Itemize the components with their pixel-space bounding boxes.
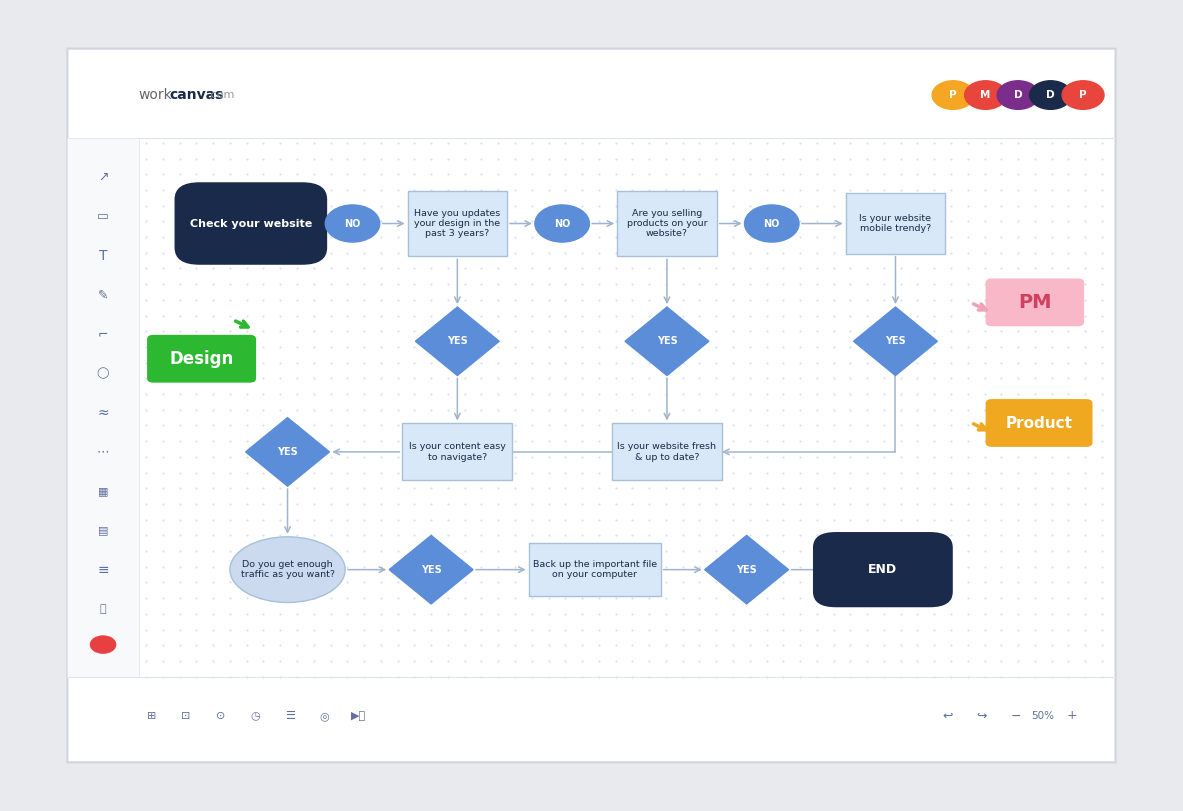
FancyBboxPatch shape — [985, 278, 1084, 326]
Circle shape — [325, 205, 380, 242]
FancyBboxPatch shape — [529, 543, 660, 596]
Text: Check your website: Check your website — [189, 218, 312, 229]
Text: ▤: ▤ — [98, 526, 109, 535]
Text: YES: YES — [736, 564, 757, 575]
Text: ≈: ≈ — [97, 406, 109, 419]
Text: ⋯: ⋯ — [97, 445, 109, 458]
Text: P: P — [1079, 90, 1087, 100]
Circle shape — [1029, 81, 1072, 109]
Text: NO: NO — [763, 218, 780, 229]
Text: YES: YES — [421, 564, 441, 575]
FancyBboxPatch shape — [147, 335, 256, 383]
Text: Do you get enough
traffic as you want?: Do you get enough traffic as you want? — [240, 560, 335, 579]
Text: M: M — [981, 90, 991, 100]
Text: YES: YES — [277, 447, 298, 457]
FancyBboxPatch shape — [402, 423, 512, 480]
Text: YES: YES — [657, 337, 678, 346]
Text: ↪: ↪ — [976, 710, 987, 723]
Text: ◷: ◷ — [250, 711, 260, 721]
Text: NO: NO — [554, 218, 570, 229]
Text: .com: .com — [208, 90, 235, 100]
Text: END: END — [868, 563, 898, 576]
Polygon shape — [853, 307, 937, 375]
Text: Is your website fresh
& up to date?: Is your website fresh & up to date? — [618, 442, 717, 461]
FancyBboxPatch shape — [408, 191, 508, 256]
Polygon shape — [415, 307, 499, 375]
Text: Is your website
mobile trendy?: Is your website mobile trendy? — [860, 214, 931, 234]
Text: 📈: 📈 — [99, 604, 106, 614]
FancyBboxPatch shape — [846, 193, 945, 254]
Text: ▭: ▭ — [97, 210, 109, 223]
Circle shape — [744, 205, 799, 242]
Text: ≡: ≡ — [97, 563, 109, 577]
FancyBboxPatch shape — [813, 532, 952, 607]
Circle shape — [90, 636, 116, 653]
Text: Product: Product — [1006, 416, 1073, 431]
Text: D: D — [1014, 90, 1022, 100]
FancyBboxPatch shape — [175, 182, 328, 264]
Circle shape — [535, 205, 589, 242]
Ellipse shape — [230, 537, 345, 603]
Text: ✎: ✎ — [98, 289, 109, 302]
Text: ◯: ◯ — [97, 367, 109, 380]
FancyBboxPatch shape — [67, 138, 138, 676]
Circle shape — [1062, 81, 1104, 109]
Text: YES: YES — [447, 337, 467, 346]
Text: D: D — [1046, 90, 1055, 100]
Polygon shape — [389, 535, 473, 604]
Text: 50%: 50% — [1030, 711, 1054, 721]
Text: Have you updates
your design in the
past 3 years?: Have you updates your design in the past… — [414, 208, 500, 238]
FancyBboxPatch shape — [618, 191, 717, 256]
Circle shape — [932, 81, 974, 109]
Text: −: − — [1010, 710, 1021, 723]
Text: PM: PM — [1019, 294, 1052, 312]
Text: ☰: ☰ — [285, 711, 295, 721]
Text: work: work — [138, 88, 173, 102]
Text: Design: Design — [169, 350, 234, 368]
Text: ▦: ▦ — [98, 486, 109, 496]
Text: YES: YES — [885, 337, 906, 346]
FancyBboxPatch shape — [612, 423, 722, 480]
Circle shape — [964, 81, 1007, 109]
Circle shape — [997, 81, 1039, 109]
Text: NO: NO — [344, 218, 361, 229]
Text: ⊡: ⊡ — [181, 711, 190, 721]
Text: P: P — [949, 90, 957, 100]
Text: Are you selling
products on your
website?: Are you selling products on your website… — [627, 208, 707, 238]
Text: ▶⃝: ▶⃝ — [351, 711, 367, 721]
Text: +: + — [1066, 710, 1077, 723]
Text: ↗: ↗ — [98, 170, 109, 183]
Text: ⌐: ⌐ — [98, 328, 109, 341]
Text: ⊙: ⊙ — [215, 711, 225, 721]
Text: canvas: canvas — [169, 88, 224, 102]
Text: ↩: ↩ — [943, 710, 953, 723]
Text: Is your content easy
to navigate?: Is your content easy to navigate? — [409, 442, 506, 461]
Polygon shape — [246, 418, 329, 486]
Polygon shape — [705, 535, 789, 604]
FancyBboxPatch shape — [67, 49, 1116, 762]
Polygon shape — [625, 307, 709, 375]
FancyBboxPatch shape — [985, 399, 1093, 447]
Text: ⊞: ⊞ — [147, 711, 156, 721]
Text: Back up the important file
on your computer: Back up the important file on your compu… — [532, 560, 657, 579]
Text: T: T — [99, 249, 108, 263]
Text: ◎: ◎ — [319, 711, 329, 721]
